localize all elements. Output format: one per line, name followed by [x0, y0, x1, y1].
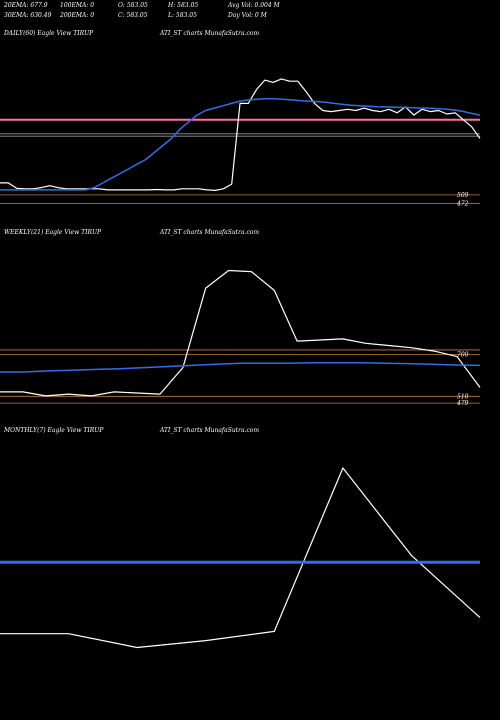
panel-1-series-ema [0, 362, 481, 373]
panel-0-series-ema [0, 98, 481, 191]
header-200ema: 200EMA: 0 [60, 12, 95, 19]
header-avg-vol: Avg Vol: 0.004 M [228, 2, 280, 9]
panel-0-title-right: ATI_ST charts MunafaSutra.com [159, 30, 259, 37]
header-high: H: 583.05 [168, 2, 199, 9]
panel-1-price-label-0: 700 [457, 351, 469, 358]
header-20ema: 20EMA: 677.9 [4, 2, 48, 9]
header-close: C: 583.05 [118, 12, 148, 19]
panel-1-price-label-2: 479 [456, 400, 469, 407]
header-open: O: 583.05 [118, 2, 148, 9]
panel-2-title-right: ATI_ST charts MunafaSutra.com [159, 427, 259, 434]
panel-0-title-left: DAILY(60) Eagle View TIRUP [3, 30, 94, 37]
panel-1-series-price [0, 269, 481, 397]
header-100ema: 100EMA: 0 [60, 2, 95, 9]
panel-1-title-left: WEEKLY(21) Eagle View TIRUP [4, 229, 102, 236]
panel-0-price-label-0: 509 [457, 192, 469, 199]
panel-0-price-label-1: 472 [456, 200, 469, 207]
header-30ema: 30EMA: 630.49 [4, 12, 52, 19]
header-day-vol: Day Vol: 0 M [228, 12, 267, 19]
panel-2-series-price [0, 467, 481, 649]
panel-1-price-label-1: 510 [457, 393, 469, 400]
panel-1-title-right: ATI_ST charts MunafaSutra.com [159, 229, 259, 236]
header-low: L: 583.05 [168, 12, 197, 19]
panel-0-series-price [0, 78, 481, 191]
panel-2-title-left: MONTHLY(7) Eagle View TIRUP [3, 427, 104, 434]
